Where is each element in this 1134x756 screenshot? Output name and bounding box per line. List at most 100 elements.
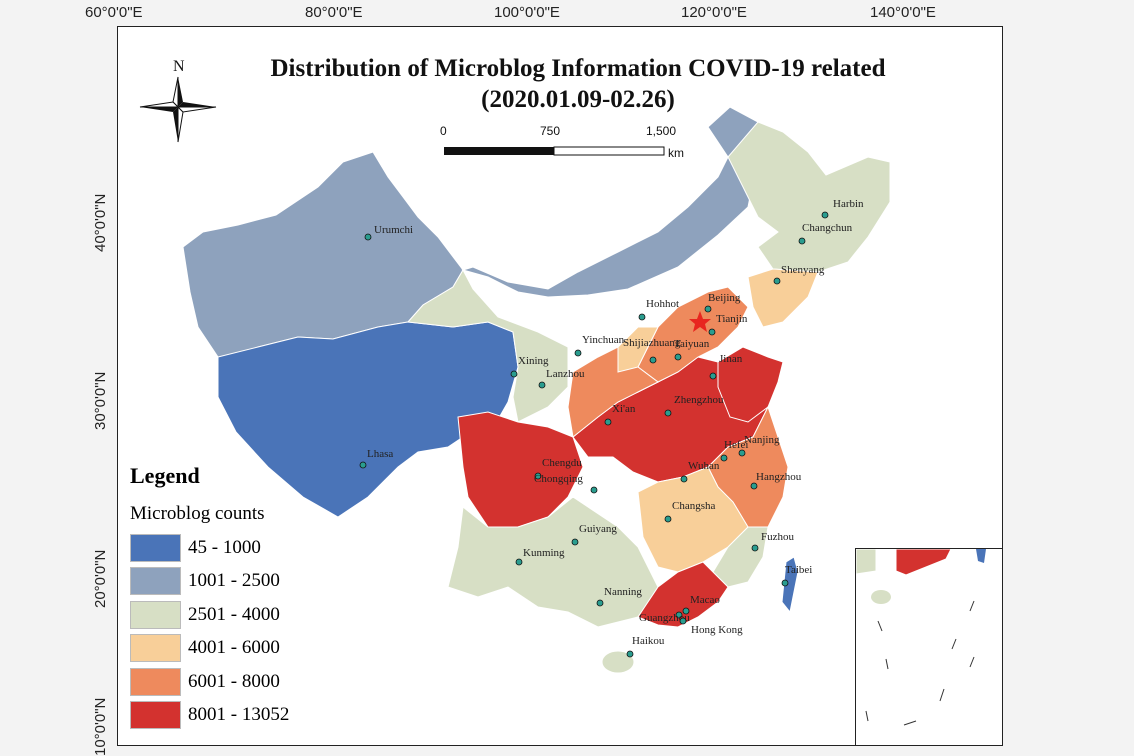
legend-label: 45 - 1000 [188,536,261,558]
legend-swatch [130,701,181,730]
region-northeast[interactable] [727,121,891,273]
city-label: Shenyang [781,264,825,276]
legend-label: 1001 - 2500 [188,570,280,592]
city-label: Changsha [672,500,716,512]
legend-swatch [130,667,181,696]
scale-tick: 750 [540,124,560,138]
region-yunnan-guangxi[interactable] [447,496,659,628]
city-marker[interactable] [738,449,746,457]
longitude-label: 80°0'0"E [305,4,363,21]
city-marker[interactable] [821,211,829,219]
china-map: Urumchi Harbin Changchun Shenyang Hohhot Beij… [139,58,891,674]
city-marker[interactable] [679,617,687,625]
legend-swatch [130,634,181,663]
city-marker[interactable] [626,650,634,658]
city-marker[interactable] [664,515,672,523]
city-label: Wuhan [688,460,720,472]
legend-label: 8001 - 13052 [188,704,290,726]
scale-bar: 0 750 1,500 km [440,124,684,160]
region-shandong[interactable] [717,346,784,423]
region-shanxi[interactable] [617,326,659,373]
city-marker[interactable] [751,544,759,552]
city-label: Taiyuan [674,338,710,350]
legend-subtitle: Microblog counts [130,503,265,524]
city-marker[interactable] [638,313,646,321]
city-label: Fuzhou [761,531,795,543]
region-guangdong[interactable] [637,561,729,628]
city-marker[interactable] [534,472,542,480]
title-line-1: Distribution of Microblog Information CO… [270,55,886,82]
city-marker[interactable] [664,409,672,417]
scale-unit: km [668,146,684,160]
legend-label: 2501 - 4000 [188,603,280,625]
city-label: Hefei [724,439,748,451]
longitude-label: 100°0'0"E [494,4,560,21]
region-taiwan[interactable] [781,556,799,614]
city-label: Haikou [632,635,665,647]
legend-swatch [130,533,181,562]
city-marker[interactable] [571,538,579,546]
legend-item: 1001 - 2500 [130,565,289,599]
city-marker[interactable] [359,461,367,469]
city-marker[interactable] [781,579,789,587]
legend-title: Legend [130,463,200,488]
city-marker[interactable] [750,482,758,490]
city-label: Chongqing [534,473,583,485]
city-label: Urumchi [374,224,413,236]
city-marker[interactable] [574,349,582,357]
city-marker[interactable] [709,372,717,380]
north-arrow-icon: N [139,58,217,143]
city-label: Hong Kong [691,624,743,636]
longitude-label: 120°0'0"E [681,4,747,21]
city-marker[interactable] [708,328,716,336]
city-label: Jinan [719,353,743,365]
city-marker[interactable] [680,475,688,483]
region-inner-mongolia[interactable] [461,106,784,298]
city-label: Zhengzhou [674,394,724,406]
city-marker[interactable] [798,237,806,245]
city-marker[interactable] [682,607,690,615]
city-label: Kunming [523,547,565,559]
city-marker[interactable] [515,558,523,566]
legend-item: 8001 - 13052 [130,699,289,733]
north-label: N [173,58,185,75]
city-label: Yinchuan [582,334,625,346]
city-layer: Urumchi Harbin Changchun Shenyang Hohhot Beij… [359,198,864,658]
title-line-2: (2020.01.09-02.26) [481,86,675,113]
city-label: Harbin [833,198,864,210]
city-marker[interactable] [596,599,604,607]
scale-tick: 1,500 [646,124,676,138]
city-marker[interactable] [590,486,598,494]
city-marker[interactable] [675,611,683,619]
map-frame: Urumchi Harbin Changchun Shenyang Hohhot Beij… [117,26,1003,746]
city-marker[interactable] [364,233,372,241]
city-label: Xining [518,355,549,367]
region-sichuan[interactable] [457,411,584,528]
city-marker[interactable] [674,353,682,361]
city-marker[interactable] [649,356,657,364]
city-marker[interactable] [773,277,781,285]
legend-label: 6001 - 8000 [188,670,280,692]
city-label: Tianjin [716,313,748,325]
region-hainan[interactable] [601,650,635,674]
city-label: Nanjing [744,434,780,446]
city-label: Shijiazhuang [623,337,681,349]
legend-label: 4001 - 6000 [188,637,280,659]
latitude-label: 20°0'0"N [92,549,109,608]
region-shaanxi[interactable] [567,346,659,438]
region-gansu[interactable] [406,268,569,423]
city-marker[interactable] [538,381,546,389]
latitude-label: 40°0'0"N [92,193,109,252]
legend-item: 2501 - 4000 [130,598,289,632]
city-marker[interactable] [604,418,612,426]
city-label: Macao [690,594,720,606]
city-label: Guiyang [579,523,617,535]
region-liaoning[interactable] [747,268,819,328]
city-marker[interactable] [704,305,712,313]
city-marker[interactable] [720,454,728,462]
city-label: Xi'an [612,403,636,415]
beijing-star-icon [689,311,711,332]
city-label: Changchun [802,222,853,234]
city-marker[interactable] [510,370,518,378]
city-label: Lhasa [367,448,393,460]
